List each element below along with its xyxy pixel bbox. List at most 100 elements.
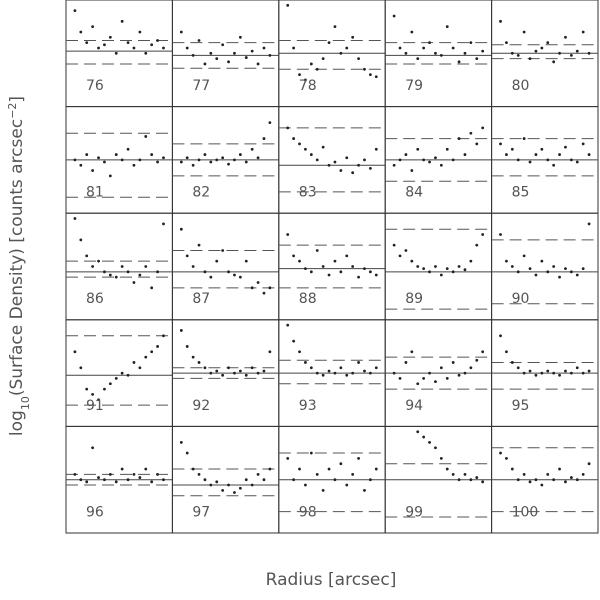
- data-point: [552, 60, 556, 64]
- data-point: [221, 249, 225, 252]
- panel-label: 81: [86, 185, 104, 201]
- panel-label: 100: [512, 504, 539, 520]
- data-point: [304, 361, 307, 364]
- panel-label: 80: [512, 78, 530, 94]
- data-point: [126, 41, 130, 45]
- data-point: [79, 163, 83, 167]
- data-point: [363, 67, 366, 71]
- data-point: [238, 486, 242, 490]
- data-point: [575, 160, 579, 164]
- data-point: [351, 472, 355, 476]
- data-point: [203, 62, 207, 66]
- data-point: [463, 51, 467, 55]
- data-point: [575, 273, 579, 277]
- data-point: [374, 273, 378, 277]
- data-point: [552, 163, 556, 167]
- data-point: [569, 54, 573, 57]
- data-point: [79, 30, 83, 34]
- data-point: [221, 488, 225, 492]
- panel-frame: [278, 212, 386, 321]
- data-point: [398, 158, 402, 162]
- data-point: [209, 275, 213, 279]
- data-point: [292, 137, 296, 140]
- data-point: [268, 467, 272, 471]
- data-point: [156, 472, 159, 476]
- data-point: [114, 153, 118, 156]
- data-point: [162, 334, 165, 338]
- data-point: [451, 472, 455, 476]
- data-point: [209, 160, 213, 164]
- data-point: [126, 270, 130, 274]
- data-point: [262, 46, 266, 50]
- data-point: [428, 160, 431, 164]
- data-point: [475, 358, 479, 362]
- data-point: [422, 46, 426, 50]
- data-point: [221, 43, 225, 47]
- data-point: [534, 273, 538, 277]
- data-point: [434, 380, 437, 384]
- data-point: [558, 275, 561, 279]
- data-point: [333, 478, 337, 482]
- data-point: [209, 51, 213, 55]
- panel-label: 98: [299, 504, 317, 520]
- data-point: [499, 233, 502, 236]
- data-point: [434, 446, 437, 450]
- panel-label: 96: [86, 504, 104, 520]
- data-point: [138, 476, 142, 479]
- data-point: [481, 350, 485, 354]
- data-point: [215, 259, 219, 263]
- data-point: [85, 480, 89, 484]
- data-point: [374, 366, 378, 370]
- panel-label: 94: [405, 398, 423, 414]
- data-point: [327, 467, 331, 471]
- data-point: [475, 57, 479, 61]
- data-point: [256, 62, 260, 66]
- data-point: [309, 62, 313, 66]
- data-point: [315, 67, 319, 71]
- data-point: [368, 167, 372, 170]
- data-point: [475, 243, 479, 247]
- data-point: [156, 160, 159, 164]
- panel-label: 83: [299, 185, 317, 201]
- data-point: [244, 160, 248, 164]
- data-point: [150, 43, 154, 47]
- data-point: [191, 265, 195, 268]
- data-point: [250, 483, 254, 487]
- data-point: [505, 259, 508, 263]
- panel-label: 76: [86, 78, 104, 94]
- data-point: [558, 467, 561, 471]
- data-point: [103, 270, 106, 274]
- panel-label: 86: [86, 291, 104, 307]
- data-point: [233, 158, 236, 162]
- data-point: [321, 57, 325, 61]
- data-point: [392, 371, 396, 375]
- data-point: [463, 472, 467, 476]
- data-point: [227, 483, 230, 487]
- data-point: [345, 373, 349, 377]
- data-point: [481, 126, 485, 130]
- data-point: [108, 35, 112, 39]
- data-point: [138, 30, 142, 34]
- data-point: [250, 147, 254, 151]
- panel-label: 85: [512, 185, 530, 201]
- data-point: [108, 472, 112, 476]
- data-point: [179, 160, 183, 164]
- data-point: [114, 51, 118, 55]
- data-point: [374, 467, 378, 471]
- data-point: [469, 478, 473, 482]
- data-point: [91, 393, 95, 396]
- data-point: [469, 259, 473, 263]
- data-point: [534, 373, 538, 377]
- data-point: [499, 451, 502, 455]
- data-point: [392, 163, 396, 167]
- data-point: [103, 43, 106, 47]
- data-point: [321, 265, 325, 268]
- data-point: [304, 267, 307, 271]
- data-point: [374, 75, 378, 79]
- data-point: [457, 265, 461, 268]
- data-point: [522, 30, 526, 34]
- data-point: [73, 158, 77, 162]
- data-point: [510, 361, 514, 364]
- data-point: [79, 238, 83, 242]
- data-point: [144, 467, 148, 471]
